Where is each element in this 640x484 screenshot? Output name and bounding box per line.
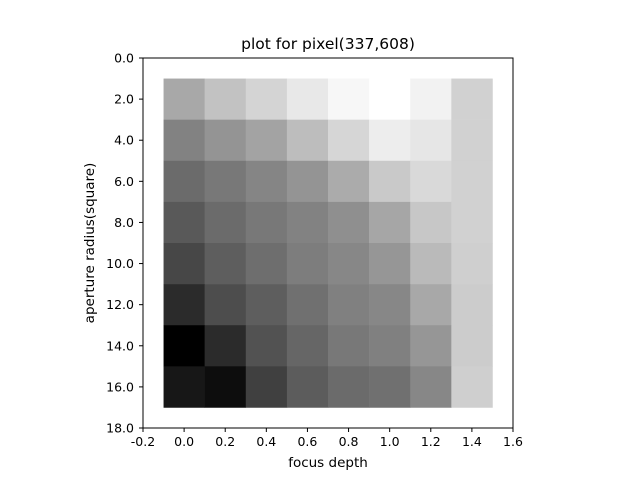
y-tick-label: 2.0 <box>114 92 134 107</box>
heatmap-cell <box>328 78 370 120</box>
heatmap-cell <box>163 160 205 203</box>
heatmap-cell <box>369 243 411 285</box>
heatmap-cell <box>286 325 329 367</box>
heatmap-cell <box>369 119 411 162</box>
heatmap-cell <box>245 78 288 120</box>
y-axis: 0.0 2.0 4.0 6.0 8.0 10.0 12.0 14.0 16.0 18.0 <box>106 51 143 436</box>
heatmap-cell <box>451 78 493 120</box>
heatmap-cell <box>451 325 493 367</box>
x-tick-label: -0.2 <box>131 434 155 449</box>
heatmap-cell <box>451 201 493 244</box>
heatmap-cell <box>245 160 288 203</box>
heatmap-cell <box>451 366 493 408</box>
heatmap-cell <box>328 201 370 244</box>
heatmap-cell <box>369 160 411 203</box>
heatmap-cell <box>245 366 288 408</box>
heatmap-cell <box>410 284 452 326</box>
heatmap-cell <box>163 284 205 326</box>
x-tick-label: 1.6 <box>503 434 523 449</box>
heatmap-cell <box>204 201 247 244</box>
heatmap-cell <box>328 366 370 408</box>
x-tick-label: 1.2 <box>421 434 441 449</box>
heatmap-cell <box>245 119 288 162</box>
x-tick-label: 1.0 <box>380 434 400 449</box>
heatmap-cell <box>369 284 411 326</box>
heatmap-cell <box>286 78 329 120</box>
heatmap-cell <box>286 160 329 203</box>
heatmap-cell <box>204 366 247 408</box>
x-tick-label: 0.4 <box>256 434 276 449</box>
heatmap-cell <box>245 284 288 326</box>
heatmap-cell <box>245 243 288 285</box>
x-tick-label: 0.6 <box>297 434 317 449</box>
heatmap-cell <box>286 243 329 285</box>
y-tick-label: 18.0 <box>106 421 134 436</box>
x-tick-label: 0.8 <box>339 434 359 449</box>
y-tick-label: 12.0 <box>106 297 134 312</box>
heatmap-cell <box>410 160 452 203</box>
heatmap-cell <box>369 366 411 408</box>
heatmap-cell <box>369 201 411 244</box>
heatmap-cell <box>204 284 247 326</box>
heatmap-cell <box>410 78 452 120</box>
heatmap-cell <box>286 366 329 408</box>
heatmap-cell <box>328 284 370 326</box>
y-tick-label: 4.0 <box>114 133 134 148</box>
heatmap-cell <box>163 78 205 120</box>
heatmap-cell <box>328 160 370 203</box>
heatmap-cell <box>286 119 329 162</box>
heatmap-cell <box>204 119 247 162</box>
heatmap-cell <box>204 325 247 367</box>
x-tick-label: 1.4 <box>462 434 482 449</box>
heatmap-cell <box>451 160 493 203</box>
heatmap-cell <box>163 325 205 367</box>
heatmap-cell <box>328 119 370 162</box>
heatmap-cell <box>204 243 247 285</box>
heatmap-cell <box>328 243 370 285</box>
heatmap-cell <box>245 325 288 367</box>
y-axis-label: aperture radius(square) <box>82 163 98 324</box>
chart-title: plot for pixel(337,608) <box>241 35 415 53</box>
heatmap-cell <box>410 243 452 285</box>
heatmap-cell <box>204 78 247 120</box>
y-tick-label: 0.0 <box>114 51 134 66</box>
y-tick-label: 16.0 <box>106 379 134 394</box>
heatmap-cell <box>410 366 452 408</box>
heatmap-cell <box>410 201 452 244</box>
y-tick-label: 6.0 <box>114 174 134 189</box>
heatmap-cell <box>369 325 411 367</box>
y-tick-label: 14.0 <box>106 338 134 353</box>
heatmap-cell <box>410 119 452 162</box>
y-tick-label: 10.0 <box>106 256 134 271</box>
heatmap-cell <box>328 325 370 367</box>
heatmap-cell <box>163 243 205 285</box>
heatmap-cells <box>163 78 493 408</box>
heatmap-cell <box>204 160 247 203</box>
heatmap-cell <box>451 284 493 326</box>
heatmap-cell <box>163 119 205 162</box>
x-axis: -0.2 0.0 0.2 0.4 0.6 0.8 1.0 1.2 1.4 1.6 <box>131 428 523 449</box>
y-tick-label: 8.0 <box>114 215 134 230</box>
x-axis-label: focus depth <box>288 455 368 471</box>
heatmap-cell <box>451 119 493 162</box>
heatmap-cell <box>163 201 205 244</box>
heatmap-cell <box>163 366 205 408</box>
heatmap-cell <box>245 201 288 244</box>
heatmap-cell <box>286 284 329 326</box>
x-tick-label: 0.0 <box>174 434 194 449</box>
heatmap-cell <box>451 243 493 285</box>
x-tick-label: 0.2 <box>215 434 235 449</box>
heatmap-cell <box>286 201 329 244</box>
plot-frame <box>142 57 514 429</box>
heatmap-cell <box>410 325 452 367</box>
heatmap-cell <box>369 78 411 120</box>
